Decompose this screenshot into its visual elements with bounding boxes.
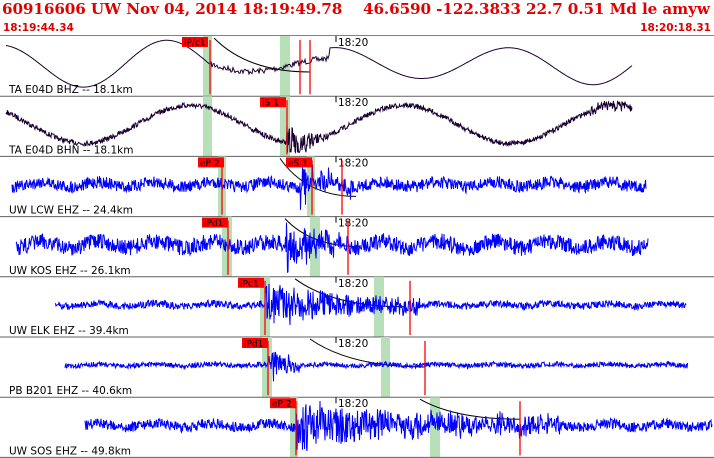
pick-box[interactable] [238,277,264,288]
pick-window [381,337,390,398]
time-tick-label: 18:20 [338,278,368,290]
pick-window [222,216,232,277]
station-label: PB B201 EHZ -- 40.6km [9,385,132,397]
moveout-curve [213,37,311,73]
waveform-trace [84,400,713,452]
p-pick[interactable]: iPd1 [242,338,268,350]
pick-label: iP/c1 [184,39,206,49]
time-tick-label: 18:20 [338,157,368,169]
pick-box[interactable] [260,97,286,108]
pick-label: eS 1 [288,159,308,169]
pick-window [262,337,272,398]
time-tick-label: 18:20 [338,37,368,49]
window-start-time: 18:19:44.34 [3,22,74,34]
trace-panel[interactable]: 18:20 iPd1 PB B201 EHZ -- 40.6km [0,337,714,398]
trace-panel[interactable]: 18:20 eP 2 eS 1 UW LCW EHZ -- 24.4km [0,156,714,218]
waveform-trace [11,164,647,210]
pick-box[interactable] [202,217,228,228]
p-pick[interactable]: eP 2 [270,398,296,410]
trace-panel[interactable]: 18:20 iS 1 TA E04D BHN -- 18.1km [0,96,714,157]
trace-panel[interactable]: 18:20 eP 2 UW SOS EHZ -- 49.8km [0,397,714,458]
waveform-trace [5,39,633,88]
waveform-trace [15,222,649,273]
station-label: TA E04D BHN -- 18.1km [8,144,133,156]
pick-box[interactable] [182,37,208,47]
pick-box[interactable] [198,157,224,168]
trace-panels[interactable]: 18:20 iP/c1 TA E04D BHZ -- 18.1km 18:20 iS 1… [0,36,714,458]
waveform-trace [64,351,689,382]
waveform-trace [5,99,633,154]
station-label: UW KOS EHZ -- 26.1km [9,265,131,277]
p-pick[interactable]: iP/c1 [182,37,208,49]
trace-panel[interactable]: 18:20 iP/c1 TA E04D BHZ -- 18.1km [0,36,714,97]
event-summary: 60916606 UW Nov 04, 2014 18:19:49.78 46.… [2,0,710,18]
window-end-time: 18:20:18.31 [640,22,711,34]
s-pick[interactable]: eS 1 [286,157,312,169]
p-pick[interactable]: iPc1 [238,277,264,290]
station-label: UW LCW EHZ -- 24.4km [9,205,133,217]
moveout-curve [419,398,521,420]
p-pick[interactable]: iPd1 [202,217,228,230]
p-pick[interactable]: eP 2 [198,157,224,169]
time-tick-label: 18:20 [338,97,368,109]
event-header: 60916606 UW Nov 04, 2014 18:19:49.78 46.… [0,0,714,36]
pick-label: eP 2 [272,400,292,410]
pick-window [203,36,212,97]
trace-panel[interactable]: 18:20 iPc1 UW ELK EHZ -- 39.4km [0,276,714,338]
time-tick-label: 18:20 [338,338,368,350]
pick-box[interactable] [286,157,312,168]
station-label: UW ELK EHZ -- 39.4km [9,325,129,337]
pick-label: iPc1 [240,279,259,289]
pick-window [280,96,290,157]
pick-box[interactable] [242,338,268,348]
pick-box[interactable] [270,398,296,409]
trace-panel[interactable]: 18:20 iPd1 UW KOS EHZ -- 26.1km [0,216,714,278]
time-tick-label: 18:20 [338,398,368,410]
s-pick[interactable]: iS 1 [260,97,286,109]
pick-label: eP 2 [200,159,220,169]
station-label: TA E04D BHZ -- 18.1km [8,84,133,96]
waveform-trace [54,283,687,326]
time-tick-label: 18:20 [338,218,368,230]
pick-window [203,96,212,157]
pick-label: iPd1 [244,340,263,350]
station-label: UW SOS EHZ -- 49.8km [9,445,131,457]
pick-label: iS 1 [262,99,279,109]
pick-label: iPd1 [204,219,223,229]
